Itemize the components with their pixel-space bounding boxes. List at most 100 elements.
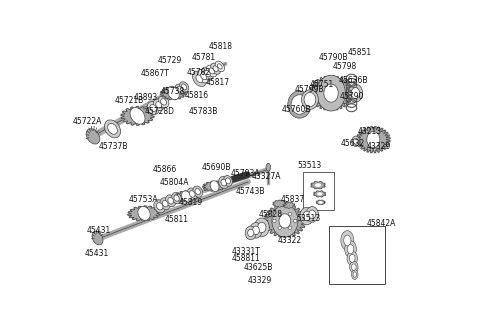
Text: 45793A: 45793A (231, 169, 261, 177)
Text: 45799B: 45799B (295, 85, 324, 94)
Ellipse shape (174, 195, 179, 201)
Bar (303, 172, 334, 210)
Polygon shape (160, 86, 186, 100)
Ellipse shape (254, 218, 269, 237)
Text: 45811: 45811 (165, 215, 189, 224)
Ellipse shape (213, 66, 218, 72)
Bar (329, 226, 385, 284)
Ellipse shape (210, 181, 219, 192)
Text: 53513: 53513 (297, 161, 322, 170)
Text: 45743B: 45743B (235, 187, 265, 196)
Ellipse shape (352, 136, 360, 146)
Ellipse shape (349, 261, 358, 273)
Ellipse shape (158, 96, 169, 108)
Ellipse shape (351, 264, 356, 270)
Ellipse shape (226, 178, 230, 184)
Ellipse shape (204, 70, 210, 77)
Ellipse shape (351, 88, 360, 99)
Ellipse shape (108, 124, 117, 134)
Polygon shape (128, 206, 160, 221)
Text: 45817: 45817 (205, 77, 229, 87)
Text: 43893: 43893 (133, 93, 158, 102)
Polygon shape (311, 181, 325, 189)
Ellipse shape (211, 63, 221, 74)
Text: 45636B: 45636B (338, 76, 368, 85)
Text: 43331T: 43331T (231, 247, 260, 256)
Circle shape (278, 212, 281, 215)
Ellipse shape (353, 138, 358, 144)
Circle shape (288, 212, 292, 215)
Polygon shape (313, 191, 326, 197)
Ellipse shape (187, 188, 197, 200)
Ellipse shape (86, 129, 100, 144)
Text: 45842A: 45842A (366, 219, 396, 228)
Ellipse shape (172, 193, 181, 204)
Ellipse shape (206, 65, 217, 77)
Ellipse shape (348, 245, 354, 254)
Ellipse shape (177, 86, 182, 92)
Polygon shape (264, 204, 306, 237)
Text: 45851: 45851 (348, 48, 372, 57)
Text: 45751: 45751 (309, 80, 334, 89)
Ellipse shape (192, 71, 206, 87)
Ellipse shape (345, 241, 357, 258)
Text: 45738: 45738 (160, 87, 184, 96)
Text: 45790: 45790 (339, 92, 364, 101)
Polygon shape (316, 184, 320, 186)
Ellipse shape (279, 214, 291, 228)
Ellipse shape (198, 70, 210, 83)
Ellipse shape (153, 99, 164, 111)
Text: 45783B: 45783B (188, 107, 217, 116)
Ellipse shape (138, 207, 150, 220)
Polygon shape (357, 127, 390, 153)
Ellipse shape (162, 200, 168, 207)
Ellipse shape (367, 132, 380, 148)
Ellipse shape (272, 205, 298, 237)
Ellipse shape (154, 200, 166, 213)
Ellipse shape (348, 84, 362, 102)
Ellipse shape (195, 189, 200, 195)
Text: 43213: 43213 (358, 127, 382, 136)
Text: 45819: 45819 (179, 198, 203, 207)
Text: 45728D: 45728D (144, 107, 174, 116)
Polygon shape (203, 181, 227, 191)
Ellipse shape (156, 102, 162, 108)
Ellipse shape (160, 198, 170, 210)
Ellipse shape (306, 207, 318, 222)
Ellipse shape (301, 90, 318, 109)
Text: 45828: 45828 (259, 210, 283, 219)
Ellipse shape (196, 75, 203, 83)
Text: 45867T: 45867T (140, 69, 169, 78)
Ellipse shape (341, 231, 354, 250)
Text: 45690B: 45690B (201, 163, 231, 173)
Ellipse shape (250, 222, 262, 238)
Ellipse shape (150, 105, 156, 112)
Text: 43329: 43329 (367, 142, 391, 151)
Ellipse shape (209, 68, 215, 74)
Text: 45782: 45782 (187, 68, 211, 77)
Polygon shape (283, 202, 295, 208)
Ellipse shape (202, 67, 213, 80)
Text: 45781: 45781 (192, 53, 216, 62)
Text: 45790B: 45790B (319, 53, 348, 62)
Ellipse shape (309, 210, 315, 219)
Text: 45866: 45866 (153, 165, 177, 174)
Ellipse shape (317, 75, 346, 111)
Ellipse shape (217, 64, 222, 69)
Ellipse shape (168, 197, 174, 204)
Ellipse shape (156, 203, 163, 210)
Ellipse shape (147, 102, 159, 114)
Text: 45431: 45431 (85, 249, 109, 257)
Text: 45804A: 45804A (159, 178, 189, 187)
Ellipse shape (351, 270, 358, 279)
Ellipse shape (168, 87, 179, 100)
Text: 43322: 43322 (278, 236, 302, 245)
Ellipse shape (344, 235, 351, 246)
Ellipse shape (347, 251, 358, 265)
Ellipse shape (219, 176, 229, 189)
Text: 45722A: 45722A (73, 116, 103, 126)
Polygon shape (309, 76, 353, 110)
Text: 45837: 45837 (280, 195, 304, 204)
Text: 45798: 45798 (333, 62, 357, 71)
Text: 45737B: 45737B (98, 142, 128, 151)
